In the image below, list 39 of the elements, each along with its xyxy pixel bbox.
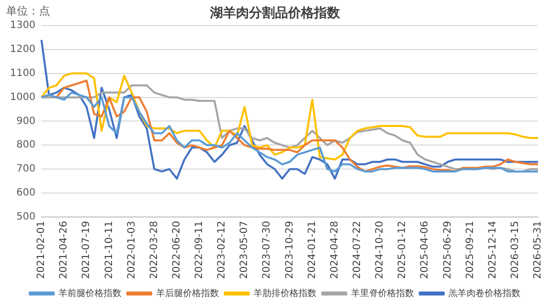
x-tick-label: 2022-01-03 — [126, 220, 138, 280]
x-tick-label: 2024-07-22 — [352, 220, 364, 280]
x-tick-label: 2023-07-30 — [262, 220, 273, 280]
y-tick-label: 1200 — [10, 44, 36, 56]
y-tick-label: 600 — [16, 188, 36, 199]
text: 单位：点 — [6, 4, 50, 18]
x-tick-label: 2021-10-11 — [104, 220, 115, 280]
x-tick-label: 2025-04-06 — [420, 220, 431, 280]
x-tick-label: 2021-02-01 — [36, 220, 48, 280]
legend-label: 羊后腿价格指数 — [156, 288, 219, 299]
x-tick-label: 2025-01-12 — [397, 220, 408, 280]
legend-label: 羊肋排价格指数 — [253, 288, 316, 299]
x-tick-label: 2024-10-20 — [374, 220, 386, 280]
x-tick-label: 2022-06-20 — [171, 220, 182, 280]
x-tick-label: 2026-03-15 — [510, 220, 522, 280]
y-tick-label: 1000 — [10, 92, 36, 103]
legend-label: 羊前腿价格指数 — [58, 288, 122, 299]
x-tick-label: 2022-09-11 — [194, 220, 206, 280]
chart-title: 湖羊肉分割品价格指数 — [209, 5, 341, 22]
legend-label: 羊里脊价格指数 — [350, 288, 414, 299]
x-tick-label: 2024-01-21 — [306, 220, 318, 280]
x-tick-label: 2021-07-19 — [81, 220, 92, 280]
x-tick-label: 2023-10-29 — [284, 220, 296, 280]
legend-label: 羔羊肉卷价格指数 — [448, 288, 520, 299]
x-tick-label: 2023-05-07 — [239, 220, 250, 280]
y-tick-label: 500 — [16, 211, 36, 222]
x-tick-label: 2025-09-21 — [464, 220, 476, 280]
x-tick-label: 2026-05-31 — [532, 220, 544, 280]
y-tick-label: 900 — [16, 116, 36, 127]
x-tick-label: 2021-04-26 — [58, 220, 70, 280]
y-tick-label: 700 — [16, 164, 36, 175]
x-tick-label: 2022-03-28 — [148, 220, 160, 280]
x-tick-label: 2025-06-29 — [442, 220, 454, 280]
y-tick-label: 1300 — [10, 20, 36, 32]
y-tick-label: 1100 — [10, 68, 36, 80]
x-tick-label: 2025-12-14 — [487, 220, 498, 280]
x-tick-label: 2023-02-12 — [216, 220, 228, 280]
x-tick-label: 2024-04-28 — [329, 220, 340, 280]
y-tick-label: 800 — [16, 140, 36, 151]
